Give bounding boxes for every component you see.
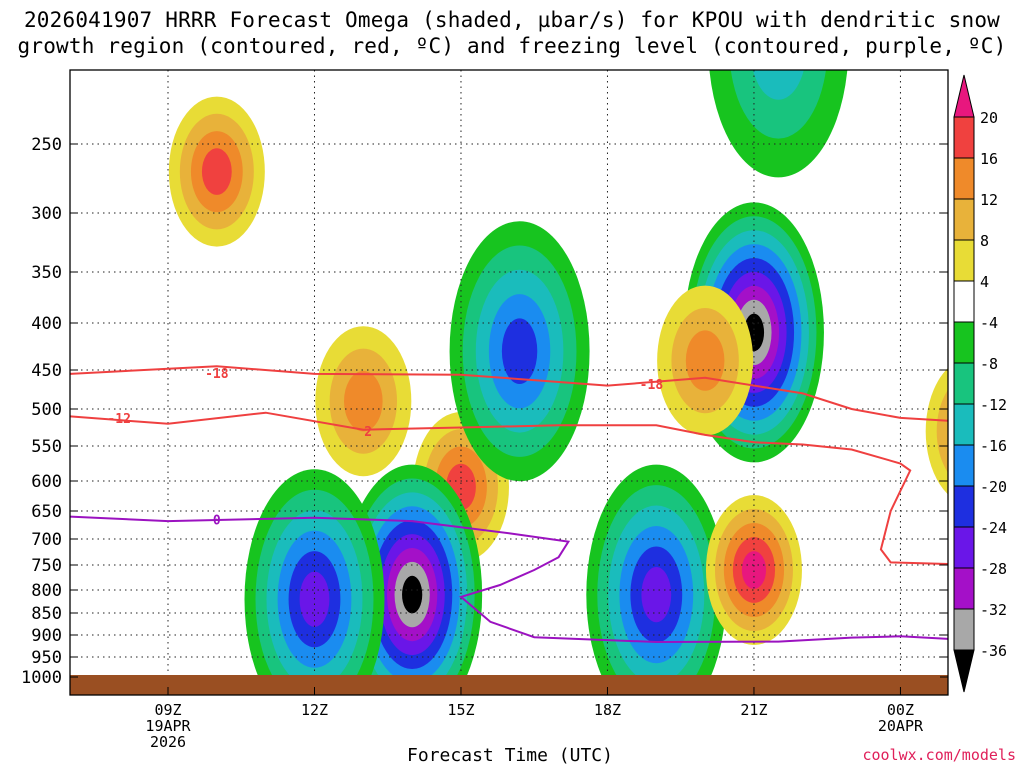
colorbar-band [953, 567, 975, 610]
ground-surface [70, 675, 948, 695]
contour-label: -18 [205, 367, 229, 382]
y-tick-label: 300 [31, 204, 62, 224]
colorbar-label: -36 [980, 642, 1007, 660]
colorbar-band [953, 444, 975, 487]
y-tick-label: 950 [31, 648, 62, 668]
rising-motion-feature [925, 367, 948, 495]
sinking-motion-feature [709, 70, 848, 178]
colorbar-label: -32 [980, 601, 1007, 619]
y-tick-label: 650 [31, 502, 62, 522]
contour-label: 2 [364, 425, 372, 440]
y-tick-label: 450 [31, 361, 62, 381]
omega-band [501, 318, 538, 385]
plot-frame [69, 69, 949, 696]
colorbar-band [953, 116, 975, 159]
omega-band [402, 575, 423, 614]
colorbar-label: -24 [980, 519, 1007, 537]
colorbar-band [953, 239, 975, 282]
dendritic-minus18-contour [70, 365, 948, 422]
x-tick-label: 00Z [887, 701, 914, 719]
y-tick-label: 400 [31, 314, 62, 334]
colorbar-label: -8 [980, 355, 998, 373]
contour-label: -18 [640, 378, 664, 393]
colorbar-min-arrow [953, 649, 975, 693]
omega-band [344, 371, 383, 432]
colorbar-band [953, 526, 975, 569]
colorbar-band [953, 485, 975, 528]
omega-band [641, 567, 672, 623]
y-tick-label: 800 [31, 581, 62, 601]
x-tick-label: 12Z [301, 701, 328, 719]
colorbar-label: -28 [980, 560, 1007, 578]
colorbar-band [953, 362, 975, 405]
colorbar-band [953, 198, 975, 241]
colorbar-label: 4 [980, 273, 989, 291]
colorbar-band [953, 157, 975, 200]
colorbar-label: -4 [980, 314, 998, 332]
x-tick-label: 2026 [150, 733, 186, 751]
colorbar-band [953, 403, 975, 446]
omega-band [752, 70, 804, 100]
contour-label: 0 [213, 513, 221, 528]
chart-title-line-1: 2026041907 HRRR Forecast Omega (shaded, … [23, 8, 1001, 32]
sinking-motion-feature [449, 221, 590, 482]
sinking-motion-feature [586, 464, 727, 695]
rising-motion-feature [657, 285, 754, 436]
colorbar-max-arrow [953, 74, 975, 118]
y-tick-label: 250 [31, 135, 62, 155]
x-tick-label: 19APR [145, 717, 191, 735]
freezing-level-contour [70, 515, 948, 644]
colorbar-label: 16 [980, 150, 998, 168]
omega-band [685, 330, 725, 391]
colorbar-band [953, 280, 975, 323]
contour-label: -12 [107, 412, 130, 427]
dendritic-minus12-contour [70, 411, 948, 565]
omega-band [741, 551, 767, 589]
omega-band [730, 70, 826, 139]
y-tick-label: 750 [31, 556, 62, 576]
y-tick-label: 600 [31, 472, 62, 492]
colorbar-label: -20 [980, 478, 1007, 496]
omega-band [201, 148, 232, 195]
colorbar-band [953, 321, 975, 364]
colorbar-label: 8 [980, 232, 989, 250]
colorbar-label: -12 [980, 396, 1007, 414]
x-axis-title: Forecast Time (UTC) [407, 745, 613, 766]
rising-motion-feature [705, 495, 802, 645]
y-tick-label: 850 [31, 604, 62, 624]
y-tick-label: 550 [31, 437, 62, 457]
site-credit: coolwx.com/models [862, 746, 1016, 764]
omega-band [936, 389, 948, 473]
colorbar-label: 20 [980, 109, 998, 127]
x-tick-label: 18Z [594, 701, 621, 719]
rising-motion-feature [168, 96, 265, 247]
rising-motion-feature [315, 326, 412, 477]
y-tick-label: 900 [31, 626, 62, 646]
colorbar-label: 12 [980, 191, 998, 209]
colorbar-label: -16 [980, 437, 1007, 455]
y-tick-label: 350 [31, 263, 62, 283]
y-tick-label: 500 [31, 400, 62, 420]
x-tick-label: 20APR [878, 717, 924, 735]
x-tick-label: 21Z [740, 701, 767, 719]
sinking-motion-feature [342, 464, 483, 695]
y-tick-label: 700 [31, 530, 62, 550]
chart-title-line-2: growth region (contoured, red, ºC) and f… [17, 34, 1007, 58]
colorbar-band [953, 608, 975, 651]
x-tick-label: 15Z [447, 701, 474, 719]
x-tick-label: 09Z [154, 701, 181, 719]
y-tick-label: 1000 [21, 668, 62, 688]
